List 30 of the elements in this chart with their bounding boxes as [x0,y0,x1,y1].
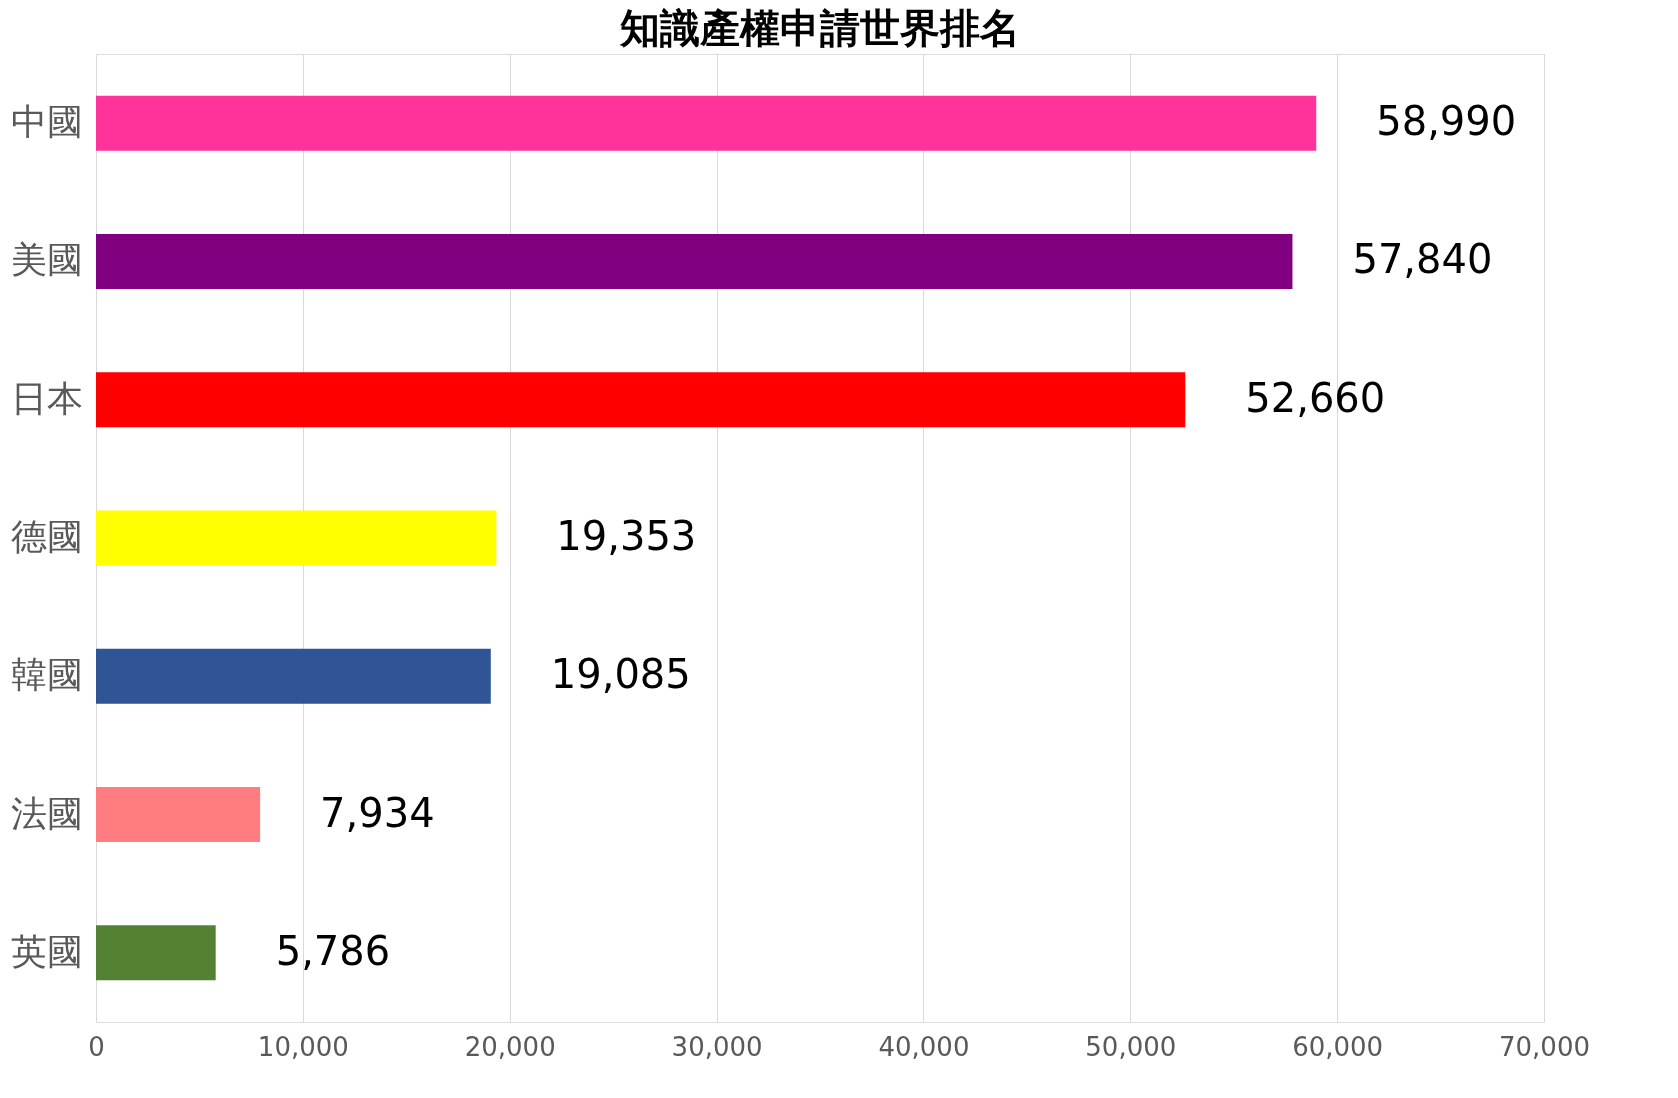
y-tick-label: 中國 [10,101,83,143]
x-tick-label: 40,000 [878,1031,970,1062]
data-label: 5,786 [275,927,391,974]
bar [96,372,1186,428]
bar [96,233,1293,289]
y-tick-label: 日本 [10,377,83,419]
x-tick-label: 60,000 [1292,1031,1384,1062]
bar [96,925,216,981]
x-tick-label: 0 [88,1031,105,1062]
data-label: 7,934 [320,789,435,836]
bar [96,510,497,566]
data-label: 52,660 [1245,374,1386,421]
x-tick-label: 70,000 [1499,1031,1590,1062]
x-tick-label: 50,000 [1085,1031,1177,1062]
bar [96,95,1317,151]
data-label: 58,990 [1376,98,1517,145]
chart-title: 知識產權申請世界排名 [619,5,1020,51]
data-label: 57,840 [1352,236,1493,283]
y-tick-label: 韓國 [10,654,83,696]
x-tick-label: 10,000 [257,1031,349,1062]
y-tick-label: 德國 [10,516,83,557]
x-tick-label: 20,000 [464,1031,556,1062]
y-tick-label: 法國 [10,792,83,834]
y-tick-label: 美國 [10,239,83,281]
y-tick-label: 英國 [10,930,83,972]
x-tick-label: 30,000 [671,1031,763,1062]
bar [96,648,491,704]
data-label: 19,085 [550,651,691,698]
bar [96,787,261,843]
data-label: 19,353 [556,513,697,559]
